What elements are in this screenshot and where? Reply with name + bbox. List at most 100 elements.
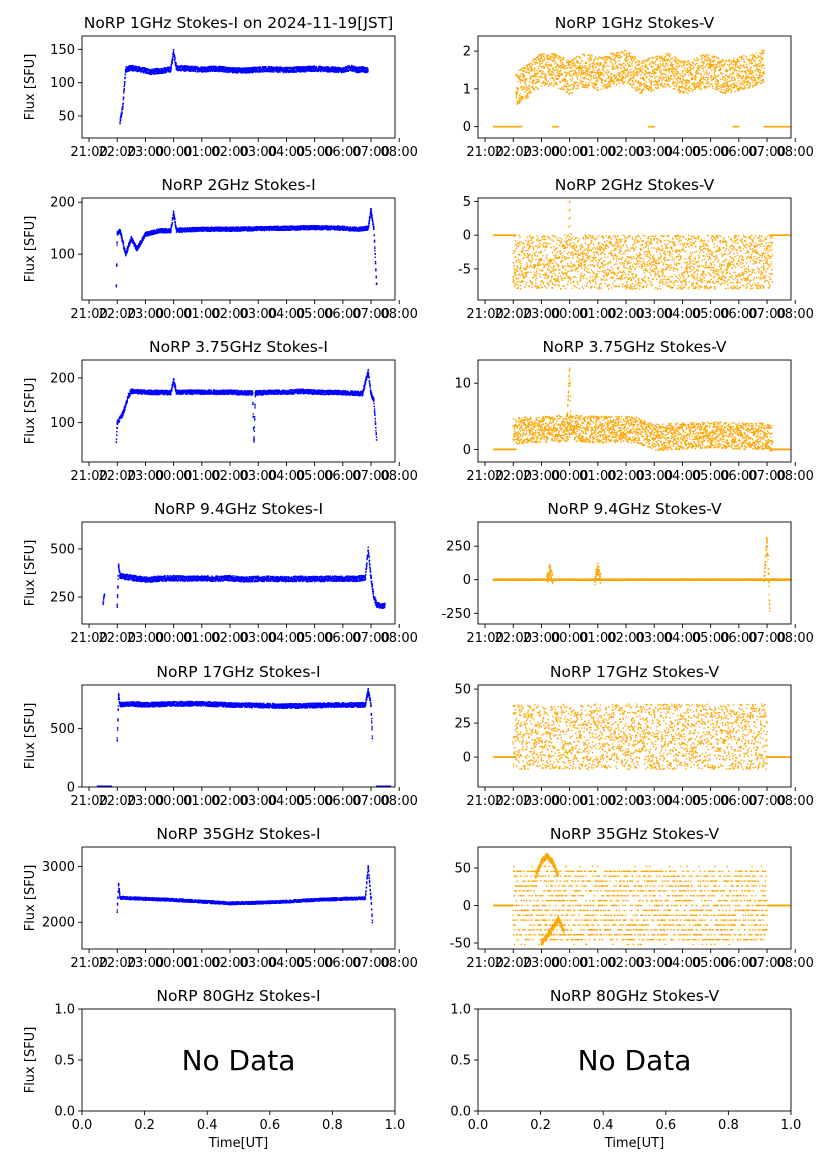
- data-point: [564, 71, 566, 73]
- data-point: [733, 82, 736, 84]
- data-point: [694, 76, 696, 78]
- data-point: [759, 75, 761, 78]
- data-point: [122, 96, 125, 98]
- data-point: [588, 74, 590, 76]
- data-point: [571, 62, 574, 65]
- data-point: [691, 78, 694, 81]
- data-point: [137, 68, 140, 70]
- data-point: [115, 284, 118, 286]
- data-point: [597, 63, 599, 65]
- data-point: [573, 65, 576, 67]
- data-point: [254, 69, 257, 71]
- data-point: [643, 83, 646, 85]
- data-point: [569, 78, 572, 81]
- data-point: [690, 65, 693, 67]
- data-point: [731, 60, 733, 62]
- data-point: [671, 69, 673, 72]
- data-point: [541, 62, 543, 64]
- data-point: [530, 66, 533, 68]
- data-point: [719, 60, 721, 62]
- data-point: [553, 73, 555, 75]
- data-point: [335, 67, 337, 69]
- data-point: [601, 82, 603, 85]
- data-point: [596, 79, 598, 81]
- data-point: [283, 67, 285, 70]
- data-point: [738, 56, 741, 59]
- data-point: [217, 68, 219, 70]
- data-point: [594, 57, 597, 60]
- data-point: [706, 58, 709, 60]
- data-point: [684, 61, 686, 63]
- data-point: [639, 77, 642, 79]
- data-point: [521, 80, 524, 82]
- data-point: [613, 82, 615, 85]
- data-point: [606, 65, 608, 67]
- data-point: [589, 74, 592, 76]
- data-point: [664, 83, 666, 85]
- data-point: [520, 79, 523, 82]
- data-point: [122, 105, 124, 108]
- data-point: [537, 88, 540, 90]
- data-point: [210, 68, 213, 71]
- data-point: [601, 57, 604, 60]
- data-point: [687, 92, 689, 94]
- data-point: [607, 82, 610, 85]
- data-point: [740, 87, 743, 90]
- data-point: [628, 72, 630, 74]
- data-point: [524, 82, 526, 84]
- data-point: [721, 60, 723, 63]
- data-point: [367, 70, 369, 73]
- data-point: [521, 96, 523, 99]
- data-point: [172, 50, 175, 53]
- data-point: [728, 75, 730, 77]
- data-point: [259, 70, 261, 72]
- data-point: [743, 67, 746, 69]
- data-point: [591, 82, 593, 84]
- data-point: [529, 78, 531, 80]
- data-point: [672, 72, 674, 75]
- data-point: [701, 57, 703, 59]
- data-point: [649, 72, 651, 74]
- data-point: [129, 243, 131, 245]
- data-point: [325, 69, 327, 71]
- data-point: [532, 64, 534, 66]
- data-point: [552, 69, 555, 72]
- data-point: [650, 65, 653, 68]
- data-point: [563, 85, 566, 87]
- data-point: [702, 83, 704, 85]
- data-point: [737, 59, 739, 61]
- data-point: [720, 71, 722, 74]
- data-point: [561, 86, 563, 89]
- data-point: [605, 72, 608, 74]
- data-point: [228, 67, 231, 70]
- data-point: [705, 60, 708, 62]
- data-point: [309, 67, 311, 69]
- data-point: [573, 82, 575, 85]
- data-point: [573, 74, 575, 76]
- data-point: [611, 67, 614, 70]
- data-point: [699, 78, 701, 80]
- data-point: [728, 58, 731, 61]
- data-point: [255, 70, 257, 72]
- data-point: [616, 51, 618, 54]
- data-point: [540, 65, 542, 68]
- data-point: [538, 65, 540, 68]
- data-point: [587, 86, 589, 88]
- x-tick-label: 23:00: [127, 145, 164, 160]
- data-point: [687, 89, 689, 92]
- data-point: [605, 55, 608, 58]
- data-point: [533, 88, 535, 90]
- data-point: [589, 79, 591, 82]
- data-point: [638, 82, 640, 85]
- data-point: [568, 71, 570, 73]
- data-point: [663, 66, 665, 68]
- data-point: [550, 64, 553, 66]
- data-point: [294, 70, 297, 73]
- data-point: [742, 84, 744, 86]
- data-point: [621, 64, 623, 67]
- data-point: [234, 70, 237, 73]
- data-point: [611, 66, 613, 68]
- data-point: [588, 60, 591, 62]
- data-point: [631, 61, 634, 63]
- data-point: [587, 57, 589, 60]
